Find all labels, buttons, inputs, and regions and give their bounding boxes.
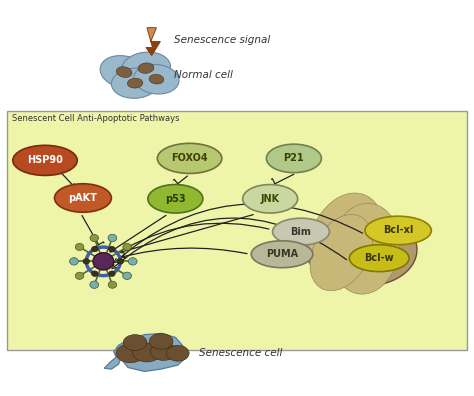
Text: P21: P21 [283, 153, 304, 164]
Ellipse shape [128, 258, 137, 265]
Text: Bcl-xl: Bcl-xl [383, 225, 413, 236]
Ellipse shape [13, 145, 77, 175]
Ellipse shape [90, 281, 99, 288]
Ellipse shape [117, 67, 132, 78]
Text: p53: p53 [165, 194, 186, 204]
Text: FOXO4: FOXO4 [171, 153, 208, 164]
Ellipse shape [109, 246, 115, 252]
Ellipse shape [309, 193, 383, 286]
Ellipse shape [91, 271, 98, 276]
Ellipse shape [166, 345, 189, 361]
Ellipse shape [75, 272, 84, 279]
Ellipse shape [108, 234, 117, 242]
Ellipse shape [123, 272, 131, 279]
Ellipse shape [93, 253, 114, 270]
Text: Bcl-w: Bcl-w [365, 253, 394, 263]
Text: JNK: JNK [261, 194, 280, 204]
Ellipse shape [128, 78, 143, 88]
Ellipse shape [121, 52, 171, 84]
Ellipse shape [83, 259, 90, 264]
Ellipse shape [303, 209, 417, 286]
Ellipse shape [116, 344, 145, 363]
Ellipse shape [55, 184, 111, 212]
Ellipse shape [331, 203, 399, 294]
Ellipse shape [128, 258, 137, 265]
Ellipse shape [148, 185, 203, 213]
Ellipse shape [243, 185, 298, 213]
Ellipse shape [149, 333, 173, 349]
Ellipse shape [349, 245, 409, 272]
Ellipse shape [133, 343, 161, 362]
Ellipse shape [100, 55, 148, 89]
Text: Senescence signal: Senescence signal [174, 34, 271, 45]
Ellipse shape [123, 335, 147, 350]
Ellipse shape [70, 258, 78, 265]
Ellipse shape [138, 63, 154, 73]
Text: Normal cell: Normal cell [174, 70, 233, 80]
Ellipse shape [117, 259, 124, 264]
Ellipse shape [123, 244, 131, 251]
Ellipse shape [134, 65, 179, 94]
FancyBboxPatch shape [7, 111, 467, 350]
Ellipse shape [91, 246, 98, 252]
Ellipse shape [150, 343, 177, 360]
Ellipse shape [108, 234, 117, 242]
Ellipse shape [123, 272, 131, 279]
Ellipse shape [310, 215, 373, 291]
Text: Bim: Bim [291, 227, 311, 237]
Polygon shape [146, 42, 160, 55]
Ellipse shape [251, 241, 313, 268]
Text: HSP90: HSP90 [27, 155, 63, 166]
Ellipse shape [365, 216, 431, 245]
Ellipse shape [90, 234, 99, 242]
Polygon shape [146, 28, 160, 55]
Ellipse shape [109, 271, 115, 276]
Ellipse shape [111, 68, 159, 98]
Text: PUMA: PUMA [266, 249, 298, 259]
Ellipse shape [75, 244, 84, 251]
Text: pAKT: pAKT [69, 193, 97, 203]
Ellipse shape [108, 281, 117, 288]
Ellipse shape [90, 281, 99, 288]
Polygon shape [104, 333, 187, 371]
Ellipse shape [157, 143, 222, 173]
Ellipse shape [273, 218, 329, 245]
Text: Senescence cell: Senescence cell [199, 348, 283, 358]
Ellipse shape [70, 258, 78, 265]
Ellipse shape [149, 74, 164, 84]
Ellipse shape [266, 144, 321, 173]
Text: Senescent Cell Anti-Apoptotic Pathways: Senescent Cell Anti-Apoptotic Pathways [12, 114, 179, 123]
